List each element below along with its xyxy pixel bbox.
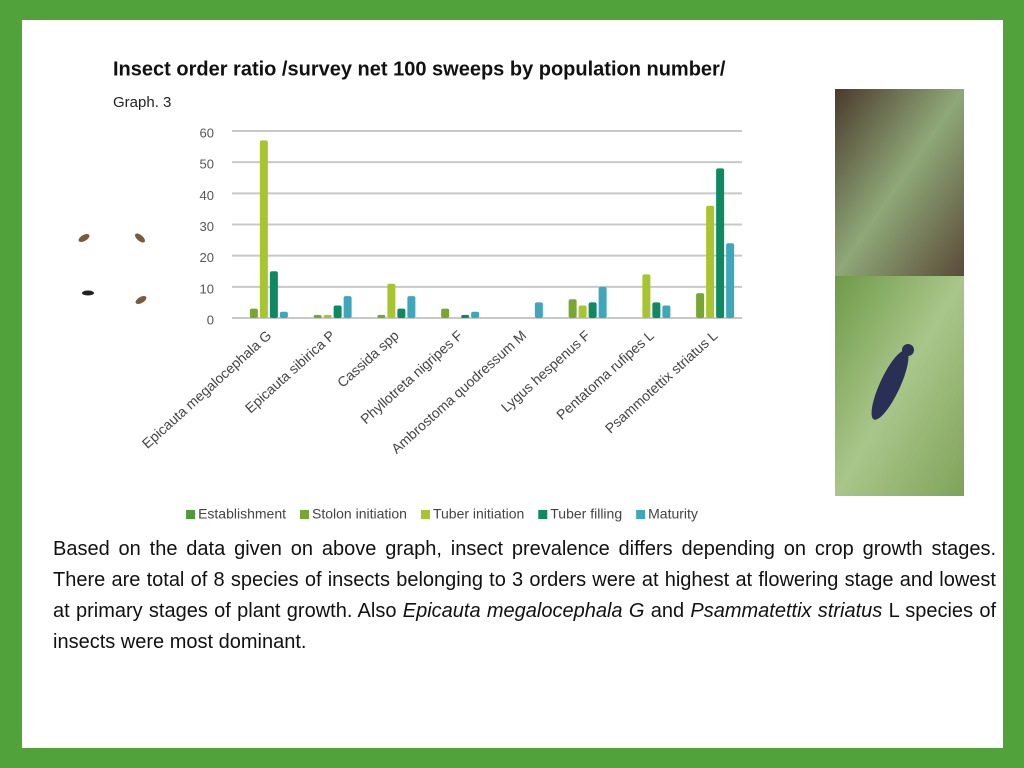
paragraph-text: and <box>644 600 691 622</box>
bar <box>652 302 661 318</box>
bar <box>471 311 480 318</box>
bar <box>249 308 258 318</box>
bar <box>441 308 450 318</box>
y-tick-label: 30 <box>200 219 214 234</box>
y-tick-label: 40 <box>200 188 214 203</box>
legend-label: Establishment <box>198 506 286 522</box>
bar <box>407 296 416 318</box>
x-tick-label: Epicauta megalocephala G <box>139 327 275 451</box>
bar <box>333 305 342 318</box>
bar <box>726 243 735 318</box>
bar <box>387 283 396 318</box>
bar <box>259 140 268 318</box>
x-tick-label: Cassida spp <box>334 327 402 391</box>
bar <box>461 314 470 318</box>
bar <box>662 305 671 318</box>
bar <box>588 302 597 318</box>
chart-subtitle: Graph. 3 <box>113 94 171 111</box>
chart-title: Insect order ratio /survey net 100 sweep… <box>113 58 726 80</box>
x-tick-label: Ambrostoma quodressum M <box>388 327 529 457</box>
paragraph-text: Based on the data given on above graph, … <box>53 538 996 622</box>
legend-label: Stolon initiation <box>312 506 407 522</box>
photo-plant <box>835 89 964 276</box>
bar <box>696 293 705 318</box>
bar <box>568 299 577 318</box>
beetle-icon <box>871 344 914 420</box>
paragraph-text: Psammatettix striatus <box>690 600 883 622</box>
bar <box>343 296 352 318</box>
bar <box>534 302 543 318</box>
legend-swatch <box>636 510 646 519</box>
legend-label: Tuber initiation <box>433 506 524 522</box>
paragraph-text: Epicauta megalocephala G <box>402 600 645 622</box>
legend: Establishment Stolon initiation Tuber init… <box>186 506 698 522</box>
bar <box>269 271 278 318</box>
paragraph-text: L species of insects were most dominant. <box>53 600 997 653</box>
bar <box>706 205 715 318</box>
legend-swatch <box>538 510 548 519</box>
bar <box>716 168 725 318</box>
legend-swatch <box>186 510 196 519</box>
legend-label: Tuber filling <box>550 506 622 522</box>
bar <box>279 311 288 318</box>
y-tick-label: 10 <box>200 281 214 296</box>
bar <box>313 314 322 318</box>
bar <box>642 274 651 318</box>
bar <box>397 308 406 318</box>
y-tick-label: 50 <box>200 157 214 172</box>
y-tick-label: 60 <box>200 125 214 140</box>
legend-swatch <box>420 510 430 519</box>
bar <box>598 286 607 318</box>
x-tick-label: Psammotettix striatus L <box>602 327 721 436</box>
y-tick-label: 20 <box>200 250 214 265</box>
legend-swatch <box>300 510 310 519</box>
bar <box>377 314 386 318</box>
paragraph: Based on the data given on above graph, … <box>53 534 996 658</box>
bar <box>323 314 332 318</box>
insect-icons <box>78 233 147 304</box>
legend-label: Maturity <box>648 506 698 522</box>
bar <box>578 305 587 318</box>
y-tick-label: 0 <box>207 312 214 327</box>
